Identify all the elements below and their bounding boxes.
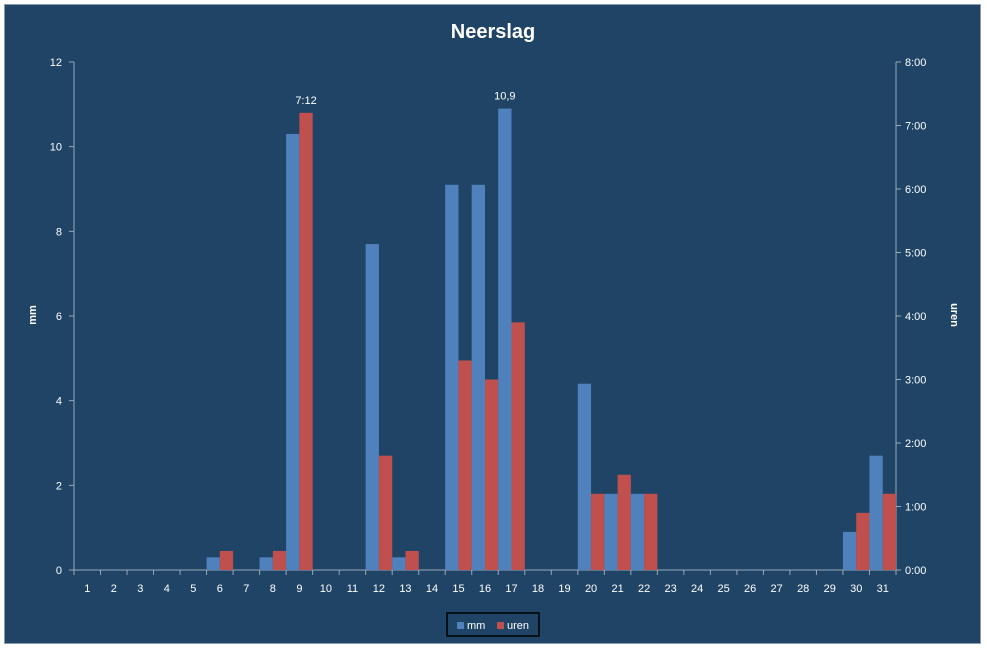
bar-uren bbox=[485, 379, 499, 570]
bar-mm bbox=[392, 557, 406, 570]
data-label: 7:12 bbox=[295, 95, 316, 107]
x-tick-label: 3 bbox=[137, 583, 143, 595]
y-axis-title-left: mm bbox=[27, 305, 39, 325]
x-tick-label: 10 bbox=[320, 583, 332, 595]
y-tick-label-right: 1:00 bbox=[905, 502, 926, 514]
x-tick-label: 27 bbox=[771, 583, 783, 595]
y-tick-label-left: 0 bbox=[56, 565, 62, 577]
y-tick-label-left: 2 bbox=[56, 480, 62, 492]
x-tick-label: 6 bbox=[217, 583, 223, 595]
x-tick-label: 13 bbox=[399, 583, 411, 595]
chart-title: Neerslag bbox=[451, 21, 536, 43]
bar-uren bbox=[644, 493, 658, 570]
legend-label-mm: mm bbox=[467, 620, 485, 632]
chart-area: Neerslag mm uren 0 2 4 6 8 10 12 0:00 1:00 2:00 3:… bbox=[4, 4, 981, 644]
x-tick-label: 12 bbox=[373, 583, 385, 595]
y-tick-label-left: 12 bbox=[50, 57, 62, 69]
bar-mm bbox=[842, 531, 857, 570]
bar-mm bbox=[206, 557, 220, 570]
y-tick-label-left: 4 bbox=[56, 396, 62, 408]
bar-uren bbox=[405, 550, 419, 570]
bar-uren bbox=[856, 512, 870, 570]
y-tick-label-right: 4:00 bbox=[905, 311, 926, 323]
bar-uren bbox=[882, 493, 897, 570]
bar-mm bbox=[471, 184, 485, 570]
x-tick-label: 7 bbox=[243, 583, 249, 595]
x-tick-label: 4 bbox=[164, 583, 170, 595]
x-tick-label: 9 bbox=[296, 583, 302, 595]
bar-chart: Neerslag mm uren 0246810120:001:002:003:… bbox=[27, 21, 960, 637]
x-tick-label: 17 bbox=[505, 583, 517, 595]
x-tick-label: 25 bbox=[718, 583, 730, 595]
x-tick-label: 31 bbox=[877, 583, 889, 595]
bar-mm bbox=[577, 383, 592, 570]
y-tick-label-right: 3:00 bbox=[905, 375, 926, 387]
bar-mm bbox=[286, 133, 300, 570]
x-tick-label: 23 bbox=[664, 583, 676, 595]
y-tick-label-right: 8:00 bbox=[905, 57, 926, 69]
bar-mm bbox=[445, 184, 459, 570]
bar-uren bbox=[378, 455, 393, 570]
y-tick-label-right: 5:00 bbox=[905, 248, 926, 260]
bar-mm bbox=[604, 493, 618, 570]
x-tick-label: 14 bbox=[426, 583, 438, 595]
legend-box bbox=[446, 612, 540, 637]
bar-uren bbox=[591, 493, 605, 570]
bar-uren bbox=[458, 360, 472, 570]
x-tick-label: 16 bbox=[479, 583, 491, 595]
x-tick-label: 15 bbox=[452, 583, 464, 595]
bar-uren bbox=[219, 550, 234, 570]
legend-swatch-uren bbox=[497, 622, 504, 629]
bar-uren bbox=[299, 112, 313, 571]
y-tick-label-right: 6:00 bbox=[905, 184, 926, 196]
y-tick-label-left: 10 bbox=[50, 142, 62, 154]
x-tick-label: 18 bbox=[532, 583, 544, 595]
y-tick-label-left: 6 bbox=[56, 311, 62, 323]
y-tick-label-right: 2:00 bbox=[905, 438, 926, 450]
y-tick-label-right: 7:00 bbox=[905, 121, 926, 133]
x-tick-label: 8 bbox=[270, 583, 276, 595]
legend-swatch-mm bbox=[457, 622, 464, 629]
x-tick-label: 22 bbox=[638, 583, 650, 595]
x-tick-label: 21 bbox=[611, 583, 623, 595]
bar-uren bbox=[617, 474, 631, 570]
x-tick-label: 2 bbox=[111, 583, 117, 595]
x-tick-label: 26 bbox=[744, 583, 756, 595]
x-tick-label: 5 bbox=[190, 583, 196, 595]
y-tick-label-right: 0:00 bbox=[905, 565, 926, 577]
legend-label-uren: uren bbox=[507, 620, 529, 632]
bar-uren bbox=[511, 322, 525, 570]
x-tick-label: 11 bbox=[347, 583, 358, 595]
x-tick-label: 20 bbox=[585, 583, 597, 595]
x-tick-label: 19 bbox=[558, 583, 570, 595]
bar-mm bbox=[630, 493, 645, 570]
bar-mm bbox=[498, 108, 512, 571]
y-tick-label-left: 8 bbox=[56, 226, 62, 238]
legend: mm uren bbox=[446, 612, 540, 637]
x-tick-label: 1 bbox=[84, 583, 90, 595]
bar-mm bbox=[259, 557, 273, 570]
x-tick-label: 28 bbox=[797, 583, 809, 595]
bar-mm bbox=[869, 455, 883, 570]
x-tick-label: 30 bbox=[850, 583, 862, 595]
bar-mm bbox=[365, 244, 379, 571]
x-tick-label: 29 bbox=[824, 583, 836, 595]
bar-uren bbox=[272, 550, 287, 570]
y-axis-title-right: uren bbox=[948, 303, 960, 327]
x-tick-label: 24 bbox=[691, 583, 703, 595]
data-label: 10,9 bbox=[494, 91, 515, 103]
